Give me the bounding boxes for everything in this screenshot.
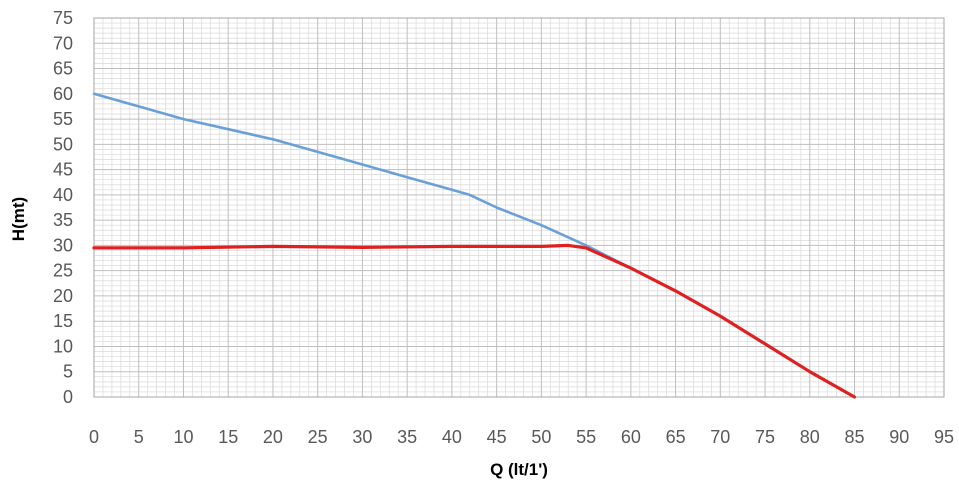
x-tick-label: 95: [934, 427, 954, 447]
x-tick-label: 30: [352, 427, 372, 447]
series-line-2: [92, 243, 857, 399]
y-tick-label: 50: [53, 134, 73, 154]
series-layer: [92, 92, 857, 399]
tick-labels: 0 5 10 15 20 25 30 35 40 45 50 55 60 65 70 75 80 85 90 95 0 5…: [53, 8, 954, 447]
x-tick-label: 65: [666, 427, 686, 447]
y-axis-title: H(mt): [9, 197, 28, 241]
x-tick-label: 15: [218, 427, 238, 447]
y-tick-label: 60: [53, 84, 73, 104]
x-tick-label: 75: [755, 427, 775, 447]
x-tick-label: 0: [89, 427, 99, 447]
y-tick-label: 55: [53, 109, 73, 129]
x-tick-label: 60: [621, 427, 641, 447]
y-tick-label: 0: [63, 387, 73, 407]
plot-frame: [93, 17, 945, 398]
x-tick-label: 70: [710, 427, 730, 447]
y-tick-label: 15: [53, 311, 73, 331]
x-axis-title: Q (lt/1'): [490, 460, 548, 479]
x-tick-label: 25: [308, 427, 328, 447]
x-tick-label: 45: [487, 427, 507, 447]
y-tick-label: 10: [53, 336, 73, 356]
x-tick-label: 20: [263, 427, 283, 447]
y-tick-label: 25: [53, 261, 73, 281]
x-tick-label: 90: [889, 427, 909, 447]
y-tick-label: 30: [53, 235, 73, 255]
y-tick-label: 75: [53, 8, 73, 28]
y-tick-label: 40: [53, 185, 73, 205]
x-tick-label: 35: [397, 427, 417, 447]
x-tick-label: 5: [134, 427, 144, 447]
y-tick-label: 5: [63, 362, 73, 382]
y-tick-label: 20: [53, 286, 73, 306]
x-tick-label: 80: [800, 427, 820, 447]
y-tick-label: 45: [53, 160, 73, 180]
x-tick-label: 10: [173, 427, 193, 447]
x-tick-label: 50: [531, 427, 551, 447]
x-tick-label: 85: [845, 427, 865, 447]
x-tick-label: 40: [442, 427, 462, 447]
y-tick-label: 70: [53, 33, 73, 53]
y-tick-label: 35: [53, 210, 73, 230]
x-tick-label: 55: [576, 427, 596, 447]
grid: [93, 17, 945, 398]
y-tick-label: 65: [53, 59, 73, 79]
